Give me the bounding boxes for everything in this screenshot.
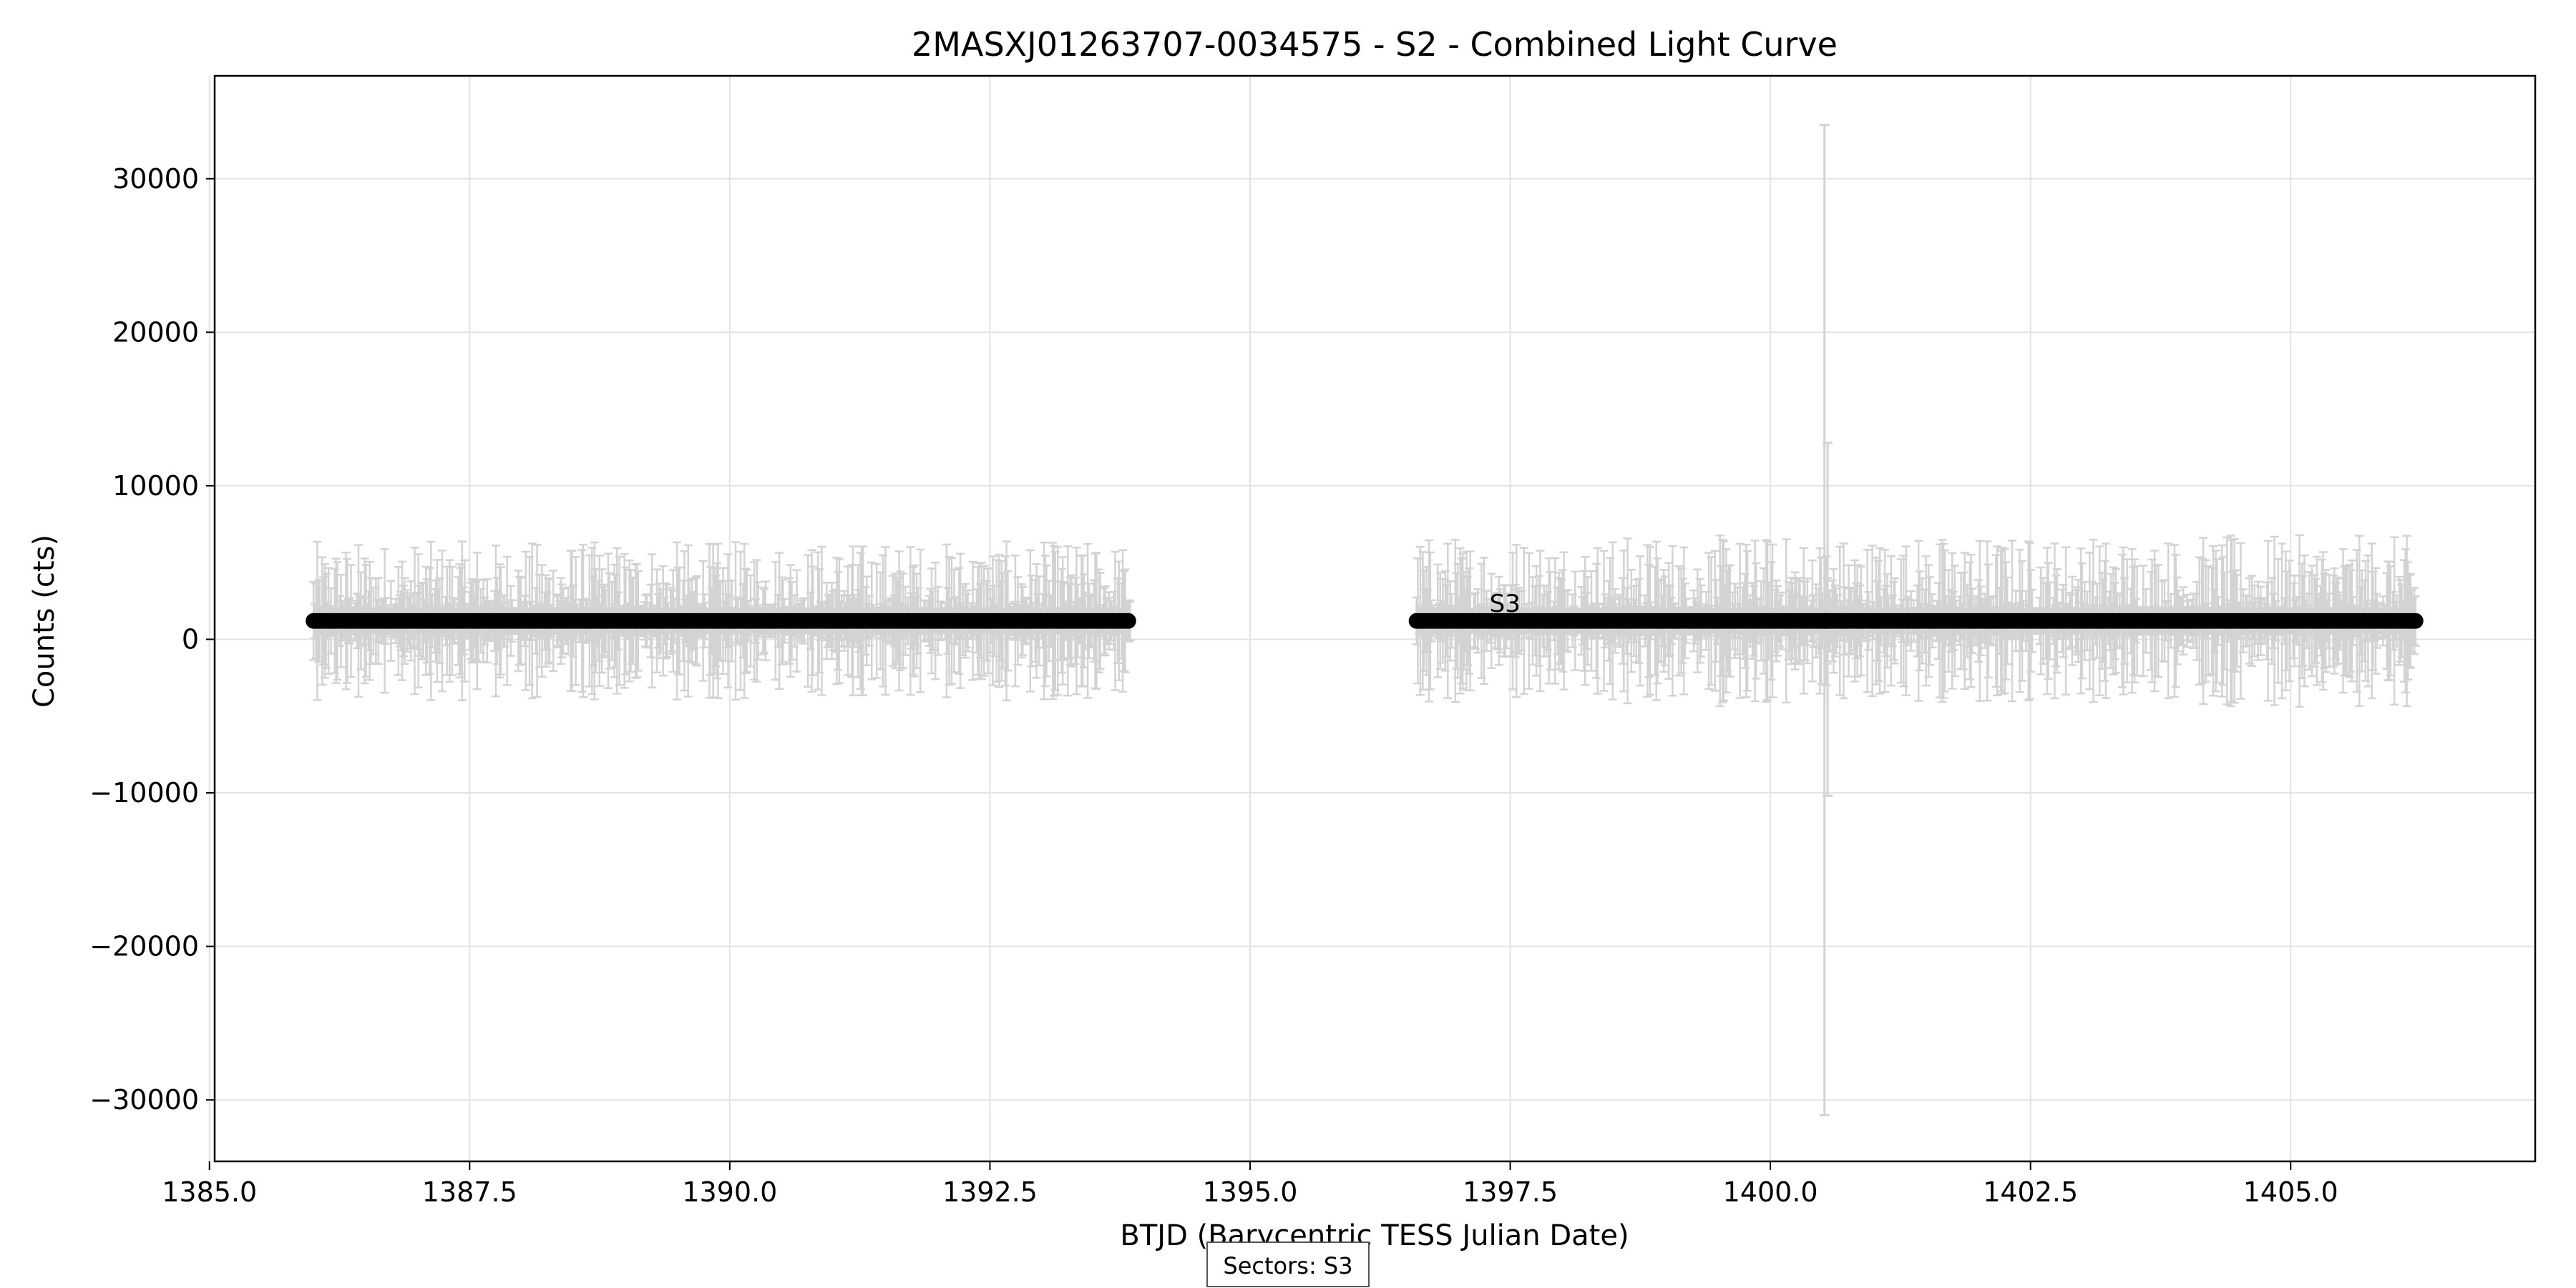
x-tick-label: 1387.5 bbox=[422, 1176, 517, 1208]
data-point bbox=[2407, 613, 2424, 629]
x-tick-label: 1402.5 bbox=[1983, 1176, 2078, 1208]
grid-lines bbox=[208, 76, 2535, 1161]
x-tick-label: 1400.0 bbox=[1723, 1176, 1818, 1208]
x-tick-label: 1390.0 bbox=[682, 1176, 777, 1208]
plot-frame bbox=[213, 74, 2537, 1163]
x-tick-label: 1395.0 bbox=[1203, 1176, 1298, 1208]
x-tick-label: 1397.5 bbox=[1463, 1176, 1558, 1208]
x-tick-label: 1385.0 bbox=[162, 1176, 257, 1208]
axis-ticks: 1385.0 1387.5 1390.0 1392.5 1395.0 1397.5 1400… bbox=[89, 163, 2338, 1208]
x-tick-label: 1392.5 bbox=[942, 1176, 1038, 1208]
data-point bbox=[1120, 613, 1136, 629]
data-points bbox=[306, 613, 2424, 629]
data-point bbox=[1820, 613, 1836, 629]
